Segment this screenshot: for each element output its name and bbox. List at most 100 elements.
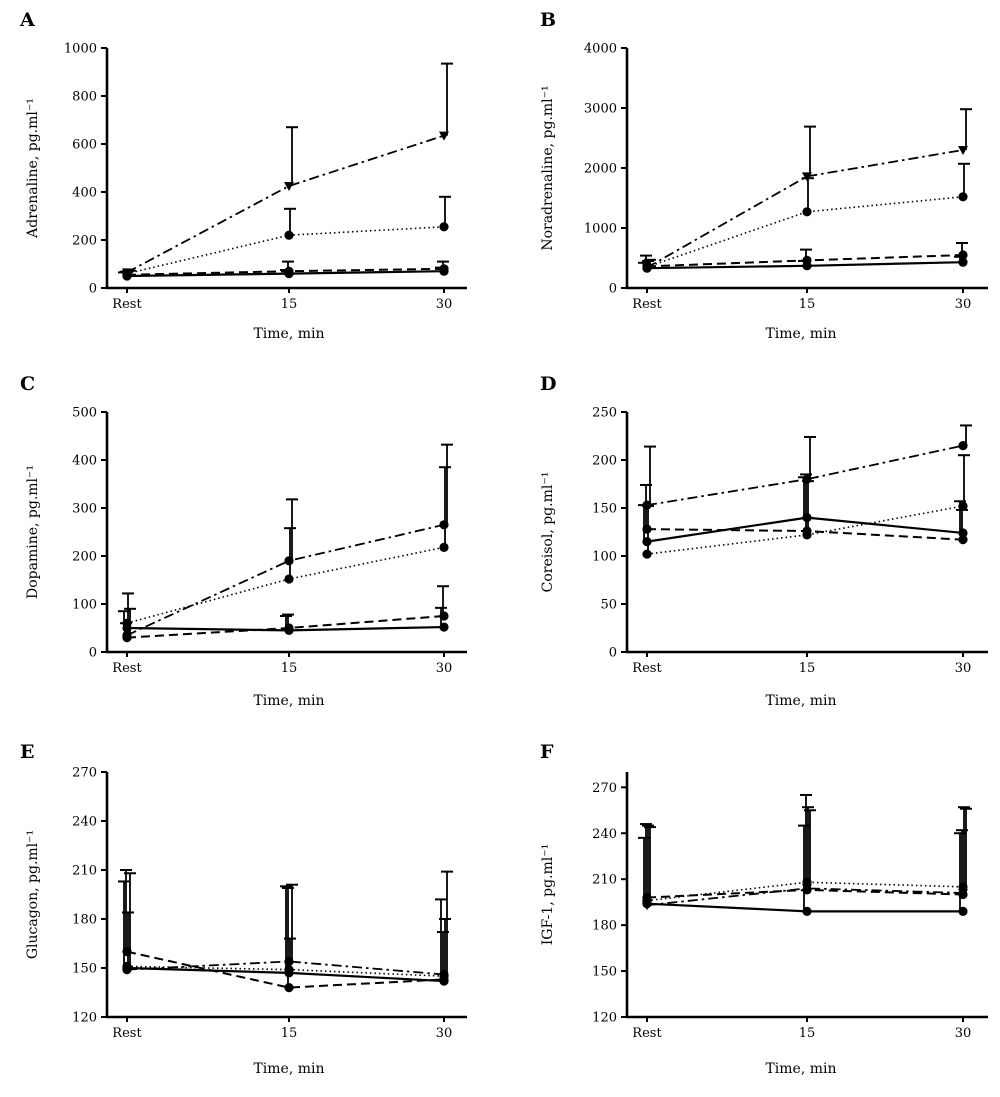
x-tick-label: 15	[281, 297, 298, 312]
data-point-triangle	[122, 268, 132, 278]
x-axis-label: Time, min	[765, 693, 836, 709]
y-tick-label: 0	[609, 282, 617, 297]
data-point	[958, 906, 968, 916]
panel-letter: B	[540, 9, 556, 31]
data-point-triangle	[802, 172, 812, 182]
data-point	[958, 535, 968, 545]
data-point	[439, 542, 449, 552]
data-point	[284, 574, 294, 584]
x-tick-label: 15	[799, 1026, 816, 1041]
x-axis-label: Time, min	[765, 1061, 836, 1077]
y-tick-label: 240	[592, 827, 617, 842]
x-tick-label: 30	[955, 1026, 972, 1041]
data-point	[439, 969, 449, 980]
data-point	[439, 611, 449, 621]
x-tick-label: 30	[955, 297, 972, 312]
series-dotted	[642, 162, 970, 272]
y-tick-label: 200	[72, 550, 97, 565]
y-tick-label: 400	[72, 454, 97, 469]
panel-letter: E	[20, 741, 34, 763]
data-point-triangle	[642, 901, 652, 911]
y-axis-label: Coreisol, pg.ml⁻¹	[540, 472, 556, 593]
data-point-triangle	[642, 263, 652, 273]
data-point	[284, 230, 294, 240]
x-tick-label: 15	[281, 1026, 298, 1041]
data-point-triangle	[802, 884, 812, 894]
data-point	[802, 513, 812, 523]
data-point	[284, 556, 294, 566]
chart-panel-a: A 0 200 400 600 800 1000 Rest 15 30 Time, min Adren…	[19, 9, 467, 342]
y-axis-label: Adrenaline, pg.ml⁻¹	[25, 98, 41, 239]
data-point	[284, 983, 294, 993]
data-point	[802, 255, 812, 265]
y-tick-label: 250	[592, 406, 617, 421]
y-axis-label: IGF-1, pg.ml⁻¹	[540, 844, 556, 945]
y-tick-label: 4000	[584, 42, 617, 57]
x-tick-label: 15	[281, 661, 298, 676]
data-point	[958, 528, 968, 538]
panel-letter: C	[20, 373, 35, 395]
x-tick-label: 30	[436, 1026, 453, 1041]
data-point	[958, 441, 968, 451]
panel-letter: D	[540, 373, 556, 395]
series-dash-dot	[642, 807, 972, 911]
data-point	[284, 965, 294, 975]
x-tick-label: 30	[955, 661, 972, 676]
data-point	[284, 956, 294, 967]
y-tick-label: 150	[72, 962, 97, 977]
y-tick-label: 800	[72, 90, 97, 105]
series-dash-dot	[122, 62, 453, 278]
y-tick-label: 100	[72, 598, 97, 613]
data-point	[958, 192, 968, 202]
series-dash-dot	[122, 870, 453, 980]
data-point	[439, 222, 449, 232]
data-point-triangle	[958, 146, 968, 155]
data-point	[958, 257, 968, 267]
series-dash-dot	[642, 424, 972, 510]
series-line	[646, 444, 964, 507]
data-point-triangle	[284, 182, 294, 191]
y-tick-label: 210	[72, 864, 97, 879]
x-tick-label: 30	[436, 661, 453, 676]
data-point	[802, 906, 812, 916]
y-tick-label: 50	[600, 598, 617, 613]
series-dash-dot	[122, 443, 453, 640]
y-tick-label: 300	[72, 502, 97, 517]
panel-letter: A	[19, 9, 35, 31]
data-point	[439, 520, 449, 530]
data-point	[439, 622, 449, 632]
y-tick-label: 1000	[64, 42, 97, 57]
y-tick-label: 500	[72, 406, 97, 421]
y-tick-label: 270	[592, 781, 617, 796]
chart-panel-f: F 120 150 180 210 240 270 Rest 15 30 Time, min IGF-…	[540, 741, 988, 1077]
data-point-triangle	[958, 888, 968, 898]
y-tick-label: 120	[72, 1011, 97, 1026]
y-tick-label: 0	[89, 282, 97, 297]
y-tick-label: 270	[72, 766, 97, 781]
series-line	[126, 134, 445, 274]
y-tick-label: 0	[609, 646, 617, 661]
data-point	[284, 266, 294, 276]
y-tick-label: 120	[592, 1011, 617, 1026]
series-dashed	[120, 869, 449, 993]
series-solid	[118, 606, 449, 636]
series-line	[126, 226, 445, 275]
series-line	[646, 505, 964, 555]
y-tick-label: 180	[72, 913, 97, 928]
data-point	[802, 474, 812, 484]
x-tick-label: 15	[799, 297, 816, 312]
x-tick-label: 30	[436, 297, 453, 312]
y-tick-label: 200	[72, 234, 97, 249]
y-tick-label: 0	[89, 646, 97, 661]
series-dashed	[120, 260, 449, 280]
y-tick-label: 150	[592, 502, 617, 517]
y-tick-label: 3000	[584, 102, 617, 117]
x-axis-label: Time, min	[253, 693, 324, 709]
x-axis-label: Time, min	[253, 326, 324, 342]
x-tick-label: Rest	[632, 661, 662, 676]
series-dotted	[122, 466, 451, 628]
x-axis-label: Time, min	[765, 326, 836, 342]
data-point	[642, 500, 652, 510]
data-point	[958, 501, 968, 511]
